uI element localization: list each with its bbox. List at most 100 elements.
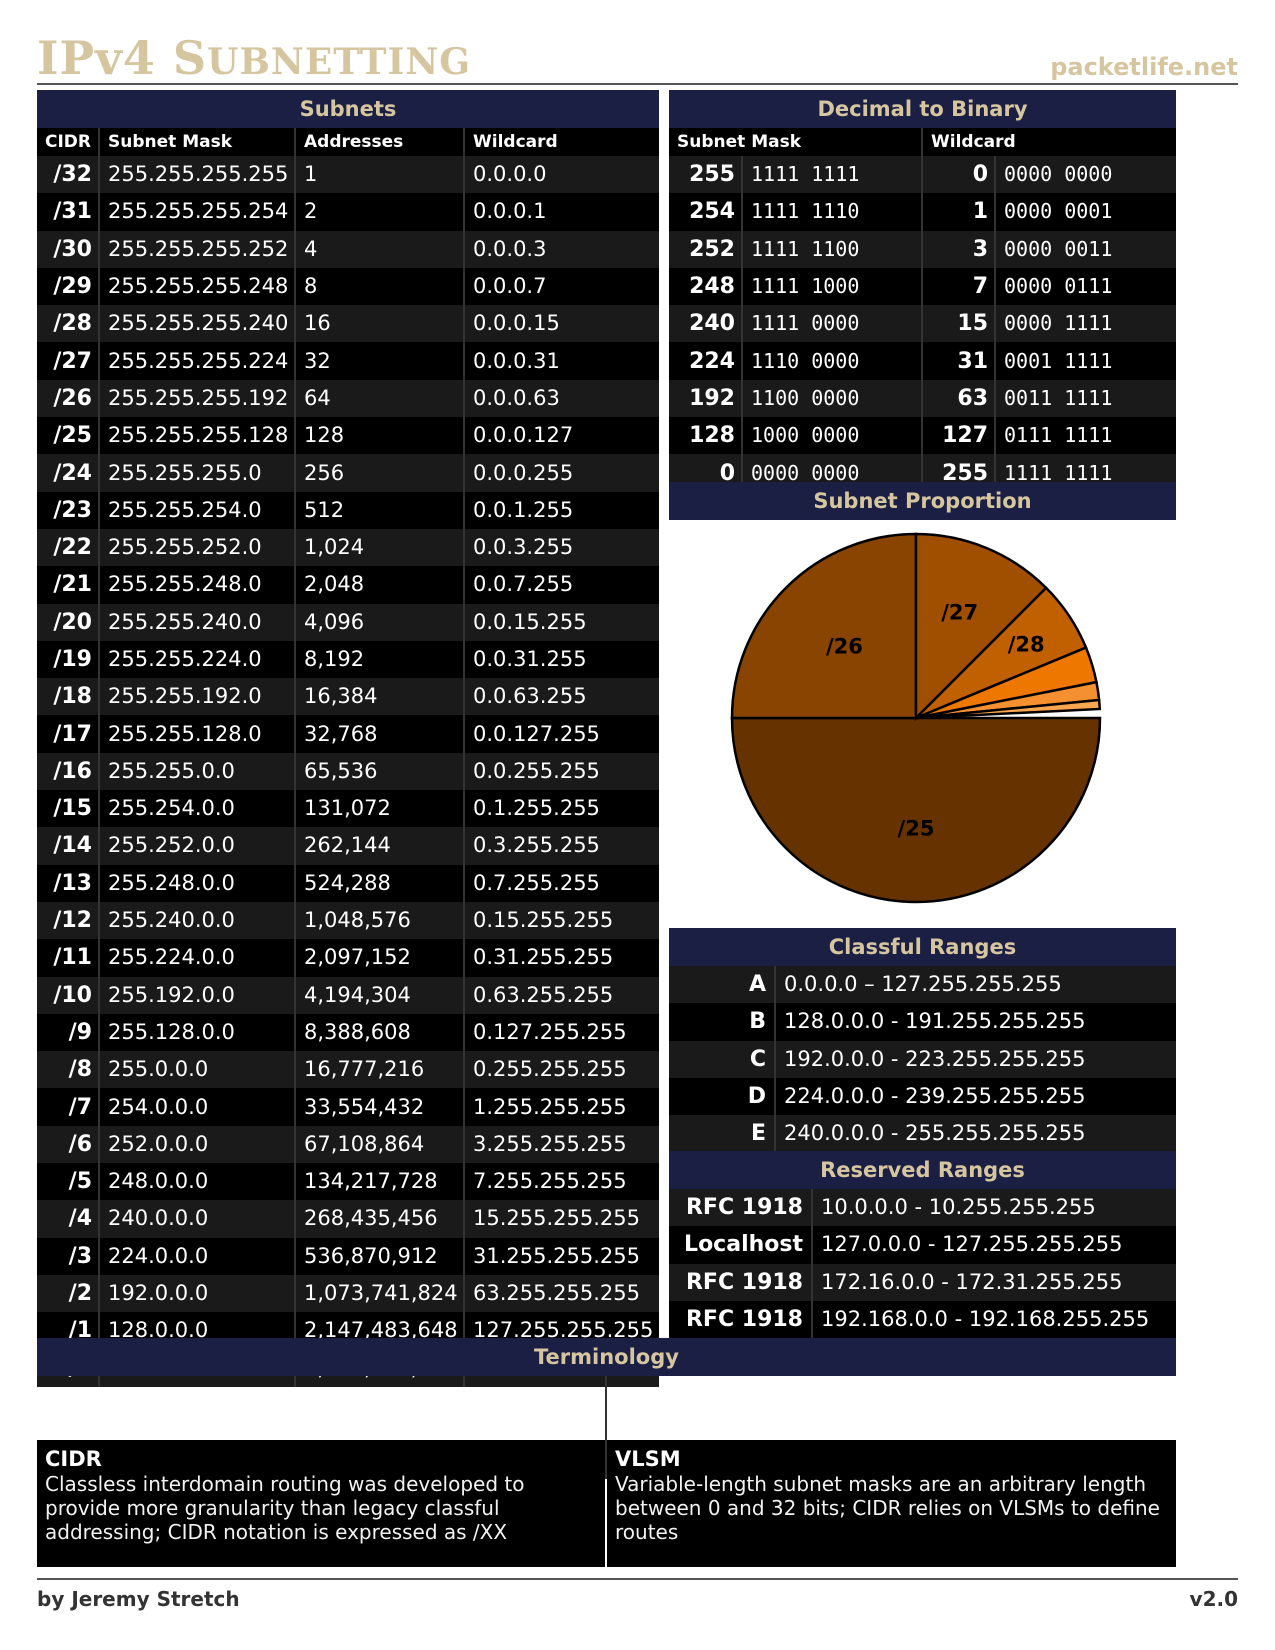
subnet-mask-cell: 255.128.0.0	[99, 1013, 296, 1052]
subnets-table: CIDR Subnet Mask Addresses Wildcard /32 2…	[37, 128, 659, 1387]
wildcard-decimal-cell: 3	[922, 230, 997, 268]
addresses-cell: 32,768	[295, 715, 465, 753]
table-row: /20 255.255.240.0 4,096 0.0.15.255	[37, 603, 659, 641]
subnet-mask-cell: 255.255.254.0	[99, 491, 296, 529]
subnet-mask-cell: 255.192.0.0	[99, 976, 296, 1014]
subnet-mask-cell: 255.0.0.0	[99, 1051, 296, 1089]
addresses-cell: 33,554,432	[295, 1088, 465, 1126]
wildcard-cell: 0.0.3.255	[464, 528, 659, 567]
term-cidr-title: CIDR	[45, 1447, 102, 1471]
term-vlsm-title: VLSM	[615, 1447, 681, 1471]
column-header: Subnet Mask	[99, 128, 296, 156]
addresses-cell: 67,108,864	[295, 1125, 465, 1164]
reserved-name-cell: RFC 1918	[669, 1189, 813, 1227]
wildcard-cell: 0.0.0.7	[464, 267, 659, 306]
subnet-mask-cell: 255.255.255.252	[99, 230, 296, 268]
mask-binary-cell: 1111 1000	[742, 267, 924, 306]
classful-ranges-table: A 0.0.0.0 – 127.255.255.255 B 128.0.0.0 - 1…	[669, 966, 1176, 1153]
wildcard-binary-cell: 0000 0000	[995, 156, 1177, 194]
wildcard-decimal-cell: 1	[922, 193, 997, 231]
subnet-mask-cell: 255.255.192.0	[99, 678, 296, 716]
cidr-cell: /27	[37, 342, 100, 380]
wildcard-cell: 0.0.127.255	[464, 715, 659, 753]
addresses-cell: 536,870,912	[295, 1237, 465, 1275]
mask-decimal-cell: 192	[669, 379, 743, 418]
subnet-mask-cell: 254.0.0.0	[99, 1088, 296, 1126]
table-row: /29 255.255.255.248 8 0.0.0.7	[37, 267, 659, 306]
table-row: /13 255.248.0.0 524,288 0.7.255.255	[37, 864, 659, 902]
wildcard-cell: 0.0.0.31	[464, 342, 659, 380]
wildcard-cell: 0.127.255.255	[464, 1013, 659, 1052]
wildcard-cell: 0.7.255.255	[464, 864, 659, 902]
wildcard-binary-cell: 0000 0111	[995, 267, 1177, 306]
table-row: B 128.0.0.0 - 191.255.255.255	[669, 1003, 1176, 1041]
cidr-cell: /12	[37, 901, 100, 940]
mask-decimal-cell: 224	[669, 342, 743, 380]
table-row: 255 1111 1111 0 0000 0000	[669, 156, 1177, 194]
addresses-cell: 262,144	[295, 827, 465, 865]
mask-decimal-cell: 248	[669, 267, 743, 306]
table-row: 254 1111 1110 1 0000 0001	[669, 193, 1177, 231]
cidr-cell: /31	[37, 193, 100, 231]
author: by Jeremy Stretch	[37, 1587, 240, 1611]
mask-decimal-cell: 128	[669, 417, 743, 455]
addresses-cell: 512	[295, 491, 465, 529]
wildcard-cell: 63.255.255.255	[464, 1274, 659, 1313]
wildcard-cell: 1.255.255.255	[464, 1088, 659, 1126]
wildcard-binary-cell: 0011 1111	[995, 379, 1177, 418]
subnet-mask-cell: 255.255.255.248	[99, 267, 296, 306]
pie-slice-26	[730, 532, 918, 720]
table-row: /10 255.192.0.0 4,194,304 0.63.255.255	[37, 976, 659, 1014]
wildcard-cell: 0.1.255.255	[464, 790, 659, 828]
decimal-binary-panel: Subnet Mask Wildcard 255 1111 1111 0 0000 0…	[669, 128, 1177, 492]
table-row: /21 255.255.248.0 2,048 0.0.7.255	[37, 566, 659, 604]
wildcard-decimal-cell: 31	[922, 342, 997, 380]
addresses-cell: 524,288	[295, 864, 465, 902]
addresses-cell: 8	[295, 267, 465, 306]
table-row: 252 1111 1100 3 0000 0011	[669, 230, 1177, 268]
subnet-mask-cell: 255.255.255.254	[99, 193, 296, 231]
wildcard-cell: 7.255.255.255	[464, 1163, 659, 1201]
mask-decimal-cell: 252	[669, 230, 743, 268]
table-row: /27 255.255.255.224 32 0.0.0.31	[37, 342, 659, 380]
subnet-mask-cell: 255.255.255.128	[99, 417, 296, 455]
addresses-cell: 4,096	[295, 603, 465, 641]
table-row: /6 252.0.0.0 67,108,864 3.255.255.255	[37, 1125, 659, 1164]
table-row: 224 1110 0000 31 0001 1111	[669, 342, 1177, 380]
table-row: RFC 1918 172.16.0.0 - 172.31.255.255	[669, 1263, 1176, 1301]
addresses-cell: 268,435,456	[295, 1200, 465, 1238]
reserved-name-cell: Localhost	[669, 1226, 813, 1264]
cidr-cell: /13	[37, 864, 100, 902]
cidr-cell: /10	[37, 976, 100, 1014]
class-letter-cell: D	[669, 1077, 776, 1116]
pie-label: /27	[941, 601, 978, 625]
wildcard-binary-cell: 0001 1111	[995, 342, 1177, 380]
class-letter-cell: B	[669, 1003, 776, 1041]
wildcard-cell: 0.0.0.0	[464, 156, 659, 194]
table-row: /16 255.255.0.0 65,536 0.0.255.255	[37, 752, 659, 791]
class-letter-cell: E	[669, 1115, 776, 1153]
addresses-cell: 131,072	[295, 790, 465, 828]
table-row: /12 255.240.0.0 1,048,576 0.15.255.255	[37, 901, 659, 940]
subnet-mask-cell: 192.0.0.0	[99, 1274, 296, 1313]
page-title: IPv4 SUBNETTING	[37, 31, 472, 85]
decimal-binary-table: Subnet Mask Wildcard 255 1111 1111 0 0000 0…	[669, 128, 1177, 492]
table-row: A 0.0.0.0 – 127.255.255.255	[669, 966, 1176, 1004]
table-row: /31 255.255.255.254 2 0.0.0.1	[37, 193, 659, 231]
addresses-cell: 16,777,216	[295, 1051, 465, 1089]
subnet-proportion-heading: Subnet Proportion	[669, 482, 1176, 520]
wildcard-binary-cell: 0111 1111	[995, 417, 1177, 455]
class-letter-cell: C	[669, 1040, 776, 1078]
addresses-cell: 8,192	[295, 640, 465, 679]
table-row: /26 255.255.255.192 64 0.0.0.63	[37, 379, 659, 418]
table-row: /11 255.224.0.0 2,097,152 0.31.255.255	[37, 939, 659, 977]
subnet-mask-cell: 255.255.248.0	[99, 566, 296, 604]
column-header: Wildcard	[464, 128, 659, 156]
table-row: /23 255.255.254.0 512 0.0.1.255	[37, 491, 659, 529]
cidr-cell: /25	[37, 417, 100, 455]
mask-decimal-cell: 254	[669, 193, 743, 231]
column-header: Subnet Mask	[669, 128, 924, 156]
subnet-mask-cell: 255.255.252.0	[99, 528, 296, 567]
term-vlsm-text: Variable-length subnet masks are an arbi…	[615, 1472, 1160, 1544]
wildcard-cell: 0.0.31.255	[464, 640, 659, 679]
